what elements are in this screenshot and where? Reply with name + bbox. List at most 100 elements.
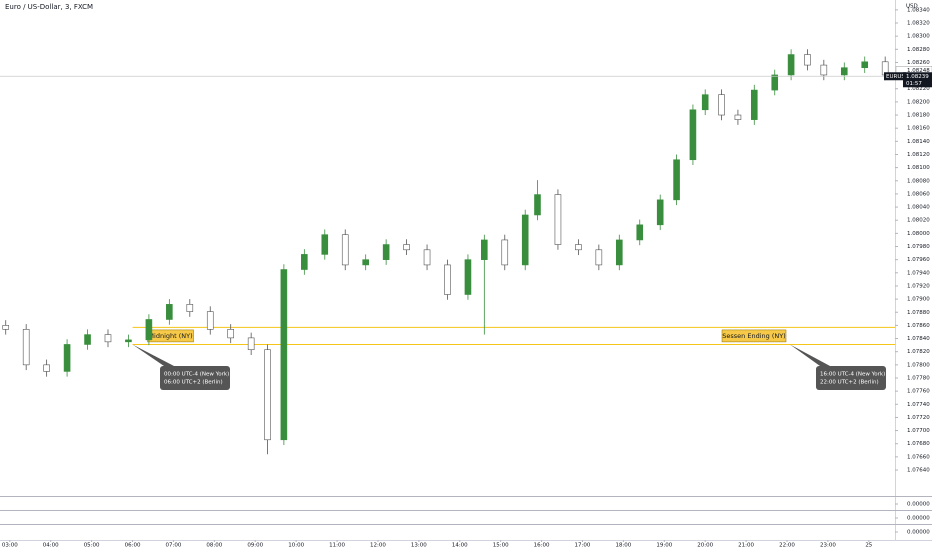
callout-pointer [790,344,830,366]
candle-body [321,234,329,255]
candle-body [636,224,644,241]
currency: USD [906,4,918,10]
candle-body [554,194,562,245]
candle-body [616,239,623,266]
candle-body [689,109,697,161]
x-tick-label: 25 [865,543,872,549]
callout-text: 00:00 UTC-4 (New York) [164,372,229,378]
x-tick-label: 08:00 [206,543,222,549]
candle-body [734,114,742,120]
candle-body [166,304,173,320]
y-tick-label: 1.08080 [907,178,930,184]
candle-body [656,199,664,226]
candle-body [804,54,811,66]
candle-body [63,344,71,372]
candle-body [104,334,112,343]
x-tick-label: 23:00 [820,543,836,549]
callout-text: 06:00 UTC+2 (Berlin) [164,380,223,386]
candle-body [464,259,472,295]
x-tick-label: 04:00 [43,543,59,549]
y-tick-label: 1.07660 [907,454,930,460]
candle-body [575,244,582,251]
callout-text: 22:00 UTC+2 (Berlin) [820,380,879,386]
y-tick-label: 1.08180 [907,113,930,119]
candle-body [186,304,194,312]
candle-body [403,244,410,251]
candle-body [861,61,869,69]
y-tick-label: 1.08120 [907,152,930,158]
candle-body [84,334,91,345]
zone-start-label: Midnight (NY) [148,332,192,340]
candle-body [820,64,828,76]
candle-body [22,329,30,366]
x-tick-label: 21:00 [738,543,754,549]
candle-body [423,249,431,266]
candle-body [481,239,488,260]
callout-box [160,366,230,390]
y-tick-label: 1.08060 [907,191,930,197]
y-tick-label: 1.08000 [907,231,930,237]
candle-body [341,234,349,266]
candle-body [701,94,709,111]
y-tick-label: 1.07760 [907,389,930,395]
y-tick-label: 1.07860 [907,323,930,329]
x-tick-label: 22:00 [779,543,795,549]
x-tick-label: 18:00 [615,543,631,549]
last-price-label: 1.08239 [906,74,929,80]
y-tick-label: 1.07980 [907,244,930,250]
x-tick-label: 07:00 [166,543,182,549]
candle-body [771,74,779,91]
x-tick-label: 11:00 [329,543,345,549]
y-tick-label: 1.08260 [907,60,930,66]
x-tick-label: 19:00 [656,543,672,549]
x-tick-label: 20:00 [697,543,713,549]
y-tick-label: 1.08220 [907,86,930,92]
y-tick-label: 1.07880 [907,310,930,316]
y-tick-label: 1.08040 [907,205,930,211]
x-tick-label: 06:00 [125,543,141,549]
zone-end-label: Sessen Ending (NY) [722,332,785,340]
candle-body [2,325,10,330]
candle-body [444,264,451,295]
candle-body [595,249,603,266]
countdown: 01:57 [906,81,922,87]
pane-tick-label: 0.00000 [907,502,930,508]
x-tick-label: 03:00 [2,543,18,549]
y-tick-label: 1.08100 [907,165,930,171]
y-tick-label: 1.07940 [907,270,930,276]
callout-pointer [132,344,174,366]
y-tick-label: 1.07720 [907,415,930,421]
candle-body [227,329,235,339]
x-tick-label: 16:00 [534,543,550,549]
candle-body [206,311,214,330]
chart-title: Euro / US-Dollar, 3, FXCM [5,3,93,11]
x-tick-label: 15:00 [493,543,509,549]
candle-body [534,194,541,216]
candle-body [382,244,390,260]
y-tick-label: 1.07840 [907,336,930,342]
y-tick-label: 1.07800 [907,362,930,368]
y-tick-label: 1.07680 [907,441,930,447]
y-tick-label: 1.08160 [907,126,930,132]
x-tick-label: 05:00 [84,543,100,549]
x-tick-label: 13:00 [411,543,427,549]
candle-body [301,254,308,270]
y-tick-label: 1.07780 [907,375,930,381]
candle-body [501,239,509,266]
y-tick-label: 1.07920 [907,283,930,289]
candle-body [125,339,132,343]
zone-label-box [721,329,787,343]
candle-body [280,269,288,441]
y-tick-label: 1.08140 [907,139,930,145]
candle-body [750,89,758,120]
symbol-label: EURUSD [886,74,909,80]
candle-body [264,349,271,441]
x-tick-label: 12:00 [370,543,386,549]
candle-body [787,54,795,76]
candle-body [145,319,153,341]
pane-tick-label: 0.00000 [907,516,930,522]
y-tick-label: 1.07900 [907,297,930,303]
y-tick-label: 1.08200 [907,99,930,105]
callout-box [816,366,886,390]
